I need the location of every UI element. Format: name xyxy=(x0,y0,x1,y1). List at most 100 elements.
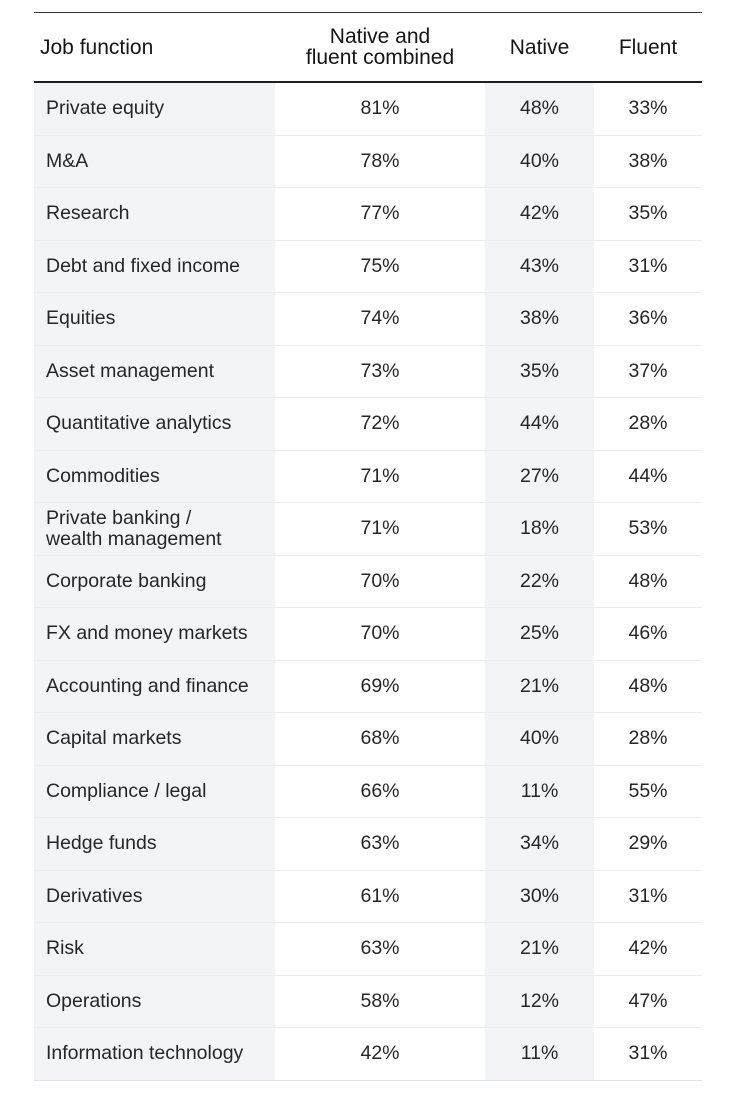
native-cell: 11% xyxy=(485,1028,594,1080)
fluent-cell: 47% xyxy=(594,975,702,1027)
fluent-cell: 35% xyxy=(594,188,702,240)
combined-cell: 74% xyxy=(275,293,485,345)
table-row: Asset management 73% 35% 37% xyxy=(34,345,702,398)
fluent-cell: 31% xyxy=(594,870,702,922)
table-row: Operations 58% 12% 47% xyxy=(34,975,702,1028)
combined-cell: 71% xyxy=(275,450,485,502)
native-cell: 21% xyxy=(485,660,594,712)
table-row: Commodities 71% 27% 44% xyxy=(34,450,702,503)
table-row: Quantitative analytics 72% 44% 28% xyxy=(34,398,702,451)
table-row: Accounting and finance 69% 21% 48% xyxy=(34,660,702,713)
fluent-cell: 55% xyxy=(594,765,702,817)
job-function-cell: Research xyxy=(34,188,275,240)
table-row: Equities 74% 38% 36% xyxy=(34,293,702,346)
job-function-cell: M&A xyxy=(34,135,275,187)
native-cell: 30% xyxy=(485,870,594,922)
combined-cell: 69% xyxy=(275,660,485,712)
table-row: Risk 63% 21% 42% xyxy=(34,923,702,976)
table-row: Research 77% 42% 35% xyxy=(34,188,702,241)
job-function-cell: Private banking / wealth management xyxy=(34,503,275,555)
native-cell: 25% xyxy=(485,608,594,660)
table-row: Information technology 42% 11% 31% xyxy=(34,1028,702,1081)
fluent-cell: 37% xyxy=(594,345,702,397)
job-function-cell: Compliance / legal xyxy=(34,765,275,817)
native-cell: 44% xyxy=(485,398,594,450)
native-cell: 48% xyxy=(485,83,594,135)
job-function-cell: Equities xyxy=(34,293,275,345)
fluent-cell: 31% xyxy=(594,1028,702,1080)
native-cell: 42% xyxy=(485,188,594,240)
combined-cell: 42% xyxy=(275,1028,485,1080)
table-row: FX and money markets 70% 25% 46% xyxy=(34,608,702,661)
combined-cell: 70% xyxy=(275,608,485,660)
fluent-cell: 53% xyxy=(594,503,702,555)
job-function-cell: Corporate banking xyxy=(34,555,275,607)
combined-cell: 70% xyxy=(275,555,485,607)
table-row: Private banking / wealth management 71% 18… xyxy=(34,503,702,556)
native-cell: 43% xyxy=(485,240,594,292)
fluent-cell: 29% xyxy=(594,818,702,870)
fluent-cell: 31% xyxy=(594,240,702,292)
native-cell: 38% xyxy=(485,293,594,345)
native-cell: 40% xyxy=(485,135,594,187)
header-job-function: Job function xyxy=(40,35,154,59)
fluent-cell: 42% xyxy=(594,923,702,975)
job-function-cell: Quantitative analytics xyxy=(34,398,275,450)
native-cell: 35% xyxy=(485,345,594,397)
top-rule xyxy=(34,12,702,13)
job-function-cell: Asset management xyxy=(34,345,275,397)
fluent-cell: 33% xyxy=(594,83,702,135)
combined-cell: 77% xyxy=(275,188,485,240)
combined-cell: 61% xyxy=(275,870,485,922)
fluent-cell: 36% xyxy=(594,293,702,345)
table-row: Hedge funds 63% 34% 29% xyxy=(34,818,702,871)
fluent-cell: 28% xyxy=(594,713,702,765)
native-cell: 40% xyxy=(485,713,594,765)
combined-cell: 78% xyxy=(275,135,485,187)
native-cell: 34% xyxy=(485,818,594,870)
table-row: Corporate banking 70% 22% 48% xyxy=(34,555,702,608)
combined-cell: 81% xyxy=(275,83,485,135)
combined-cell: 68% xyxy=(275,713,485,765)
native-cell: 22% xyxy=(485,555,594,607)
combined-cell: 58% xyxy=(275,975,485,1027)
fluent-cell: 44% xyxy=(594,450,702,502)
table-row: M&A 78% 40% 38% xyxy=(34,135,702,188)
table-header: Job function Native and fluent combined N… xyxy=(34,13,702,83)
fluent-cell: 48% xyxy=(594,555,702,607)
job-function-cell: Risk xyxy=(34,923,275,975)
table-row: Compliance / legal 66% 11% 55% xyxy=(34,765,702,818)
native-cell: 21% xyxy=(485,923,594,975)
header-native: Native xyxy=(509,35,570,59)
fluent-cell: 48% xyxy=(594,660,702,712)
table-row: Debt and fixed income 75% 43% 31% xyxy=(34,240,702,293)
combined-cell: 63% xyxy=(275,818,485,870)
job-function-cell: Information technology xyxy=(34,1028,275,1080)
header-native-fluent-combined: Native and fluent combined xyxy=(305,25,455,69)
table-row: Private equity 81% 48% 33% xyxy=(34,83,702,136)
job-function-cell: Operations xyxy=(34,975,275,1027)
job-function-cell: Capital markets xyxy=(34,713,275,765)
job-function-cell: Commodities xyxy=(34,450,275,502)
fluent-cell: 46% xyxy=(594,608,702,660)
header-fluent: Fluent xyxy=(618,35,678,59)
combined-cell: 66% xyxy=(275,765,485,817)
job-function-cell: Private equity xyxy=(34,83,275,135)
table-row: Capital markets 68% 40% 28% xyxy=(34,713,702,766)
combined-cell: 63% xyxy=(275,923,485,975)
native-cell: 27% xyxy=(485,450,594,502)
job-function-cell: Hedge funds xyxy=(34,818,275,870)
native-cell: 12% xyxy=(485,975,594,1027)
job-function-cell: Accounting and finance xyxy=(34,660,275,712)
combined-cell: 73% xyxy=(275,345,485,397)
job-function-cell: Debt and fixed income xyxy=(34,240,275,292)
job-function-table: Job function Native and fluent combined N… xyxy=(34,12,702,1081)
combined-cell: 71% xyxy=(275,503,485,555)
fluent-cell: 28% xyxy=(594,398,702,450)
table-row: Derivatives 61% 30% 31% xyxy=(34,870,702,923)
native-cell: 18% xyxy=(485,503,594,555)
job-function-cell: FX and money markets xyxy=(34,608,275,660)
job-function-cell: Derivatives xyxy=(34,870,275,922)
table-body: Private equity 81% 48% 33% M&A 78% 40% 38% Resea… xyxy=(34,83,702,1081)
native-cell: 11% xyxy=(485,765,594,817)
